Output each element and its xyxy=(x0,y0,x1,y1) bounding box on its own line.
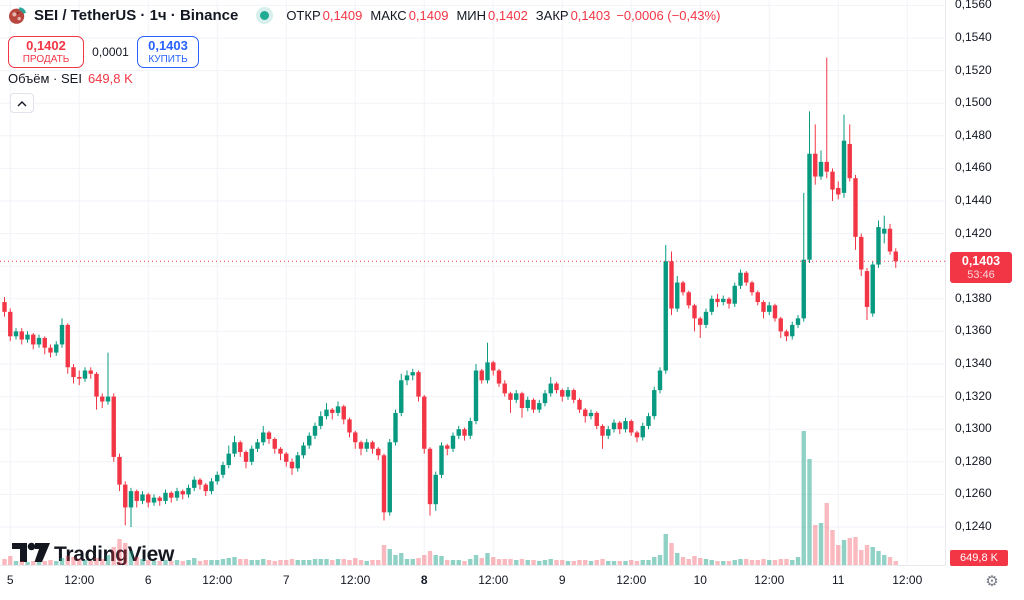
time-tick-label: 8 xyxy=(420,573,428,587)
price-tick-label: 0,1360 xyxy=(955,323,992,338)
spread-value: 0,0001 xyxy=(92,45,129,59)
change-value: −0,0006 (−0,43%) xyxy=(616,8,721,23)
time-tick-label: 5 xyxy=(6,573,14,587)
volume-indicator-row[interactable]: Объём · SEI 649,8 K xyxy=(8,71,133,86)
time-tick-label: 6 xyxy=(144,573,152,587)
time-tick-label: 7 xyxy=(282,573,290,587)
open-label: ОТКР xyxy=(286,8,321,23)
ohlc-values-row: ОТКР 0,1409 МАКС 0,1409 МИН 0,1402 ЗАКР … xyxy=(286,8,720,23)
chart-header: SEI / TetherUS · 1ч · Binance ОТКР 0,140… xyxy=(8,6,720,25)
time-axis[interactable]: 5 12:00 6 12:00 7 12:00 8 12:00 9 12:00 10 12:00 11 1… xyxy=(0,565,945,600)
price-tick-label: 0,1280 xyxy=(955,453,992,468)
buy-price: 0,1403 xyxy=(148,37,188,53)
price-tick-label: 0,1540 xyxy=(955,30,992,44)
time-tick-label: 12:00 xyxy=(202,573,233,587)
bar-countdown: 53:46 xyxy=(967,268,995,281)
close-value: 0,1403 xyxy=(570,8,611,23)
price-tick-label: 0,1420 xyxy=(955,225,992,240)
time-tick-label: 12:00 xyxy=(892,573,923,587)
price-tick-label: 0,1300 xyxy=(955,421,992,436)
sell-price: 0,1402 xyxy=(26,37,66,53)
price-tick-label: 0,1520 xyxy=(955,62,992,77)
sei-coin-icon xyxy=(8,6,27,25)
time-tick-label: 12:00 xyxy=(754,573,785,587)
price-tick-label: 0,1440 xyxy=(955,193,992,207)
open-value: 0,1409 xyxy=(322,8,363,23)
time-tick-label: 12:00 xyxy=(616,573,647,587)
time-tick-label: 9 xyxy=(558,573,566,587)
chart-canvas[interactable]: TradingView xyxy=(0,0,945,565)
grid-lines xyxy=(0,0,945,565)
close-label: ЗАКР xyxy=(535,8,569,23)
time-tick-label: 12:00 xyxy=(64,573,95,587)
time-tick-label: 11 xyxy=(832,573,845,587)
last-price-value: 0,1403 xyxy=(961,253,1001,268)
low-label: МИН xyxy=(456,8,487,23)
price-axis[interactable]: 0,1560 0,1540 0,1520 0,1500 0,1480 0,1460 0,14… xyxy=(945,0,1024,566)
volume-indicator-label: Объём · SEI xyxy=(8,71,82,86)
price-tick-label: 0,1260 xyxy=(955,486,992,501)
time-tick-label: 12:00 xyxy=(340,573,371,587)
tradingview-logo: TradingView xyxy=(12,542,175,565)
price-tick-label: 0,1340 xyxy=(955,356,992,370)
high-value: 0,1409 xyxy=(408,8,449,23)
volume-bars xyxy=(2,431,898,565)
svg-text:TradingView: TradingView xyxy=(54,543,175,565)
time-tick-label: 12:00 xyxy=(478,573,509,587)
high-label: МАКС xyxy=(370,8,407,23)
sell-label: ПРОДАТЬ xyxy=(22,53,70,65)
candlesticks xyxy=(2,57,898,527)
buy-button[interactable]: 0,1403 КУПИТЬ xyxy=(137,36,199,68)
volume-badge: 649,8 K xyxy=(950,550,1008,566)
price-tick-label: 0,1380 xyxy=(955,290,992,305)
volume-indicator-value: 649,8 K xyxy=(87,71,133,86)
chevron-up-icon xyxy=(16,96,28,111)
low-value: 0,1402 xyxy=(488,8,528,23)
price-tick-label: 0,1320 xyxy=(955,388,992,403)
collapse-button[interactable] xyxy=(10,93,34,113)
price-tick-label: 0,1240 xyxy=(955,519,992,533)
price-tick-label: 0,1460 xyxy=(955,160,992,175)
price-tick-label: 0,1500 xyxy=(955,95,992,110)
time-tick-label: 10 xyxy=(693,573,707,587)
symbol-title[interactable]: SEI / TetherUS · 1ч · Binance xyxy=(34,7,239,24)
sell-button[interactable]: 0,1402 ПРОДАТЬ xyxy=(8,36,84,68)
settings-gear-icon[interactable]: ⚙ xyxy=(985,573,999,590)
price-tick-label: 0,1480 xyxy=(955,127,992,142)
market-status-icon xyxy=(260,11,270,20)
price-tick-label: 0,1560 xyxy=(955,0,992,12)
last-price-badge: 0,1403 53:46 xyxy=(950,252,1012,284)
trade-buttons-row: 0,1402 ПРОДАТЬ 0,0001 0,1403 КУПИТЬ xyxy=(8,36,199,68)
buy-label: КУПИТЬ xyxy=(148,53,188,65)
